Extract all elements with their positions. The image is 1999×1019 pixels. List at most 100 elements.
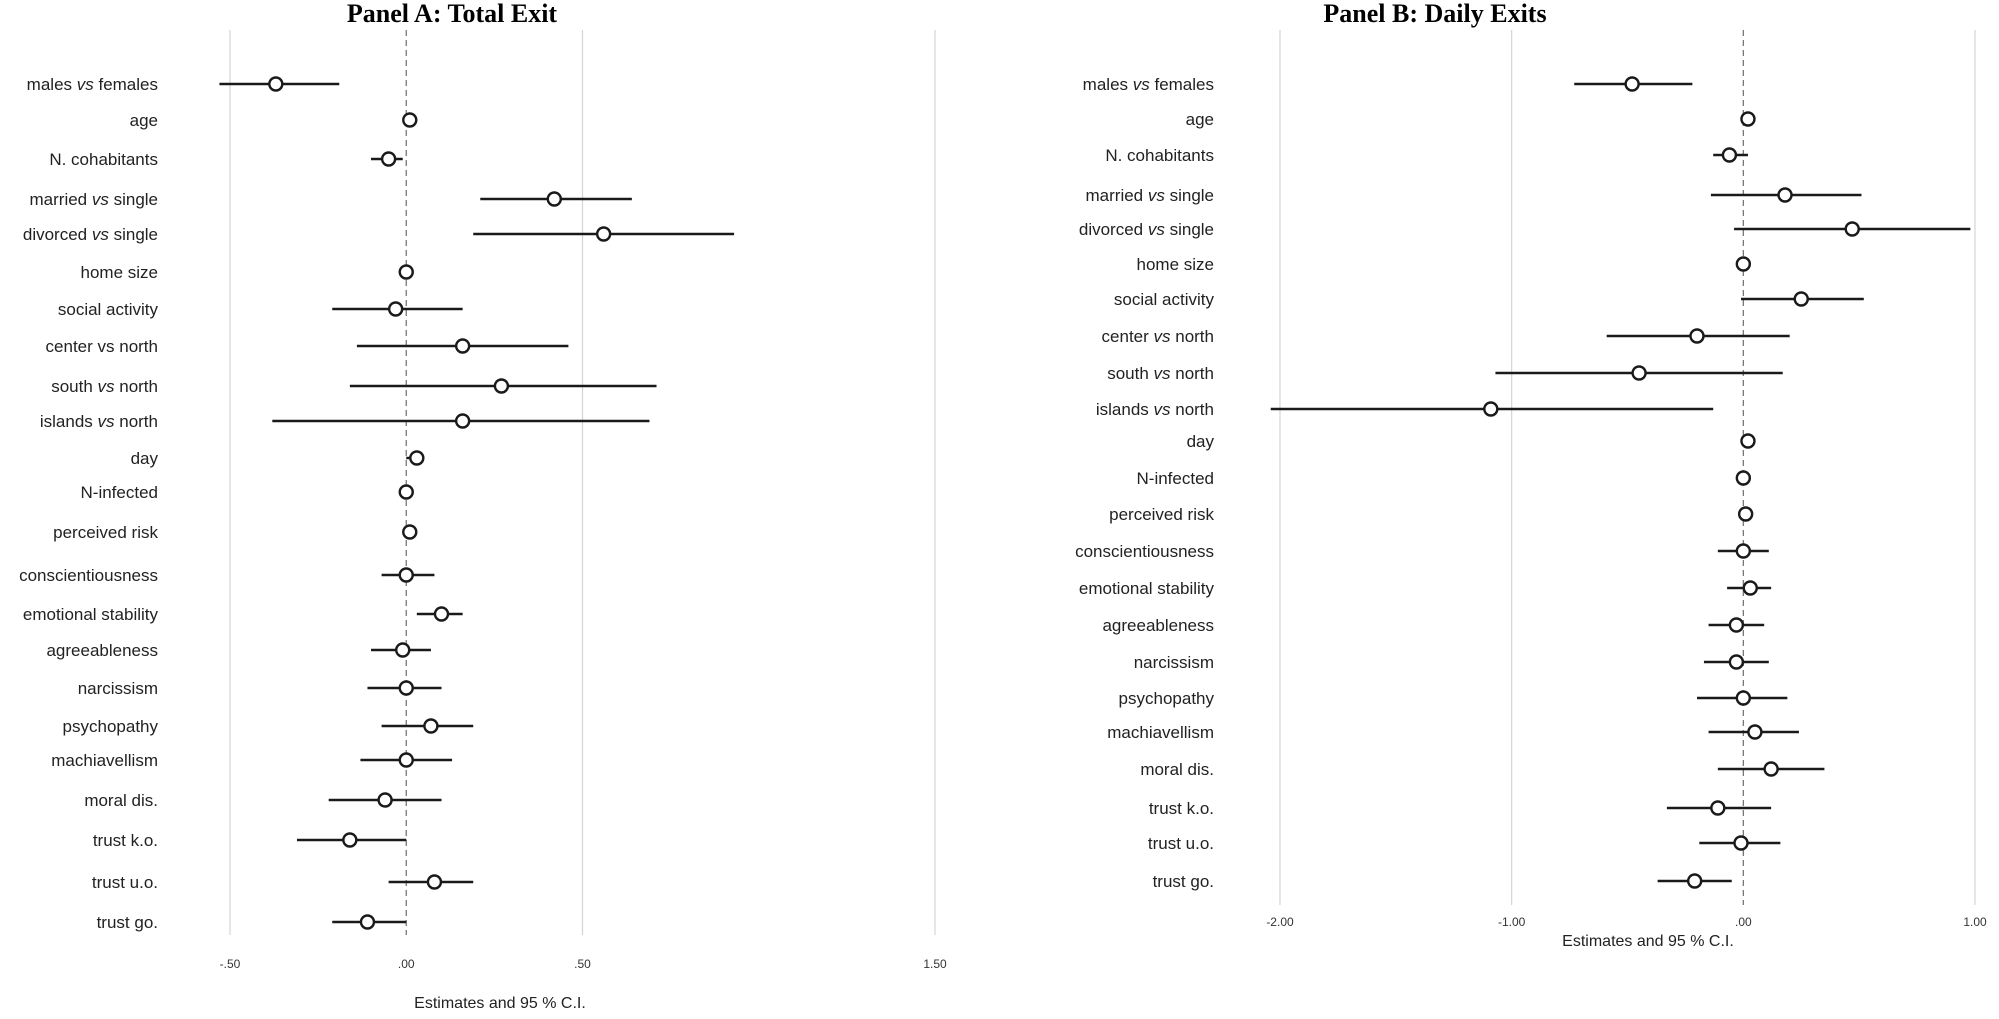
panel-b-estimate-point bbox=[1747, 724, 1763, 740]
panel-b-row-label: trust k.o. bbox=[1149, 799, 1214, 818]
panel-a-chart: Panel A: Total Exit Estimates and 95 % C… bbox=[19, 0, 947, 1012]
panel-a-estimate-point bbox=[377, 792, 393, 808]
panel-a-x-tick-label: .00 bbox=[398, 957, 415, 971]
panel-a-row-label: divorced vs single bbox=[23, 225, 158, 244]
panel-b-estimate-point bbox=[1728, 617, 1745, 633]
panel-b-estimate-point bbox=[1721, 147, 1738, 163]
panel-b-row-label: day bbox=[1187, 432, 1215, 451]
panel-b-estimate-point bbox=[1735, 470, 1752, 486]
panel-b-estimate-point bbox=[1740, 433, 1756, 449]
panel-a-estimate-point bbox=[454, 413, 471, 429]
panel-a-row-label: N. cohabitants bbox=[49, 150, 158, 169]
panel-b-estimate-point bbox=[1631, 365, 1647, 381]
panel-a-row-label: trust u.o. bbox=[92, 873, 158, 892]
panel-a-row-label: islands vs north bbox=[40, 412, 158, 431]
panel-b-estimate-point bbox=[1735, 690, 1752, 706]
panel-a-estimate-point bbox=[398, 264, 414, 280]
panel-b-estimate-point bbox=[1733, 835, 1749, 851]
panel-a-row-label: trust k.o. bbox=[93, 831, 158, 850]
panel-b-row-label: emotional stability bbox=[1079, 579, 1215, 598]
panel-a-x-tick-label: .50 bbox=[574, 957, 591, 971]
panel-a-estimate-point bbox=[398, 484, 414, 500]
panel-a-row-label: machiavellism bbox=[51, 751, 158, 770]
panel-a-estimate-point bbox=[387, 301, 404, 317]
panel-b-estimate-point bbox=[1793, 291, 1809, 307]
panel-a-row-label: home size bbox=[81, 263, 158, 282]
panel-a-row-label: N-infected bbox=[81, 483, 158, 502]
panel-b-x-tick-label: -1.00 bbox=[1498, 915, 1526, 929]
panel-a-row-label: psychopathy bbox=[63, 717, 159, 736]
panel-b-estimate-point bbox=[1624, 76, 1640, 92]
panel-b-estimate-point bbox=[1735, 543, 1752, 559]
panel-b-chart: Panel B: Daily Exits Estimates and 95 % … bbox=[1075, 0, 1987, 950]
panel-a-estimate-point bbox=[433, 606, 450, 622]
panel-a-row-label: narcissism bbox=[78, 679, 158, 698]
panel-b-row-label: males vs females bbox=[1083, 75, 1214, 94]
panel-b-estimate-point bbox=[1483, 401, 1499, 417]
panel-b-row-label: psychopathy bbox=[1119, 689, 1215, 708]
panel-b-estimate-point bbox=[1742, 580, 1758, 596]
panel-b-row-label: islands vs north bbox=[1096, 400, 1214, 419]
panel-a-row-label: moral dis. bbox=[84, 791, 158, 810]
panel-b-row-label: trust go. bbox=[1153, 872, 1214, 891]
panel-a-x-tick-label: -.50 bbox=[220, 957, 241, 971]
panel-b-estimate-point bbox=[1763, 761, 1779, 777]
panel-a-estimate-point bbox=[398, 752, 414, 768]
panel-a-row-label: perceived risk bbox=[53, 523, 158, 542]
panel-b-estimate-point bbox=[1844, 221, 1860, 237]
panel-a-estimate-point bbox=[546, 191, 562, 207]
panel-a-estimate-point bbox=[454, 338, 471, 354]
panel-a-estimate-point bbox=[402, 524, 418, 540]
panel-b-row-label: divorced vs single bbox=[1079, 220, 1214, 239]
panel-a-title: Panel A: Total Exit bbox=[347, 0, 558, 28]
panel-b-estimate-point bbox=[1728, 654, 1745, 670]
panel-a-estimate-point bbox=[268, 76, 284, 92]
panel-b-estimate-point bbox=[1710, 800, 1726, 816]
panel-a-row-label: males vs females bbox=[27, 75, 158, 94]
panel-a-estimate-point bbox=[409, 450, 425, 466]
panel-b-row-label: moral dis. bbox=[1140, 760, 1214, 779]
panel-b-x-tick-label: .00 bbox=[1735, 915, 1752, 929]
panel-b-row-label: agreeableness bbox=[1102, 616, 1214, 635]
panel-a-row-label: age bbox=[130, 111, 158, 130]
panel-a-estimate-point bbox=[426, 874, 443, 890]
panel-a-estimate-point bbox=[395, 642, 411, 658]
panel-a-estimate-point bbox=[398, 680, 414, 696]
panel-b-x-tick-label: -2.00 bbox=[1266, 915, 1294, 929]
panel-b-estimate-point bbox=[1689, 328, 1705, 344]
panel-a-estimate-point bbox=[342, 832, 358, 848]
panel-b-estimate-point bbox=[1777, 187, 1793, 203]
panel-a-estimate-point bbox=[359, 914, 376, 930]
panel-b-estimate-point bbox=[1740, 111, 1756, 127]
panel-a-row-label: center vs north bbox=[46, 337, 158, 356]
panel-a-x-axis-title: Estimates and 95 % C.I. bbox=[414, 995, 586, 1012]
panel-a-estimate-point bbox=[493, 378, 510, 394]
panel-b-row-label: age bbox=[1186, 110, 1214, 129]
panel-a-row-label: social activity bbox=[58, 300, 159, 319]
panel-a-row-label: day bbox=[131, 449, 159, 468]
panel-b-row-label: home size bbox=[1137, 255, 1214, 274]
panel-b-estimate-point bbox=[1686, 873, 1703, 889]
panel-b-x-tick-label: 1.00 bbox=[1963, 915, 1987, 929]
panel-a-row-label: trust go. bbox=[97, 913, 158, 932]
panel-a-estimate-point bbox=[402, 112, 418, 128]
panel-b-row-label: machiavellism bbox=[1107, 723, 1214, 742]
panel-b-x-axis-title: Estimates and 95 % C.I. bbox=[1562, 933, 1734, 950]
panel-b-row-label: N. cohabitants bbox=[1105, 146, 1214, 165]
panel-a-x-tick-label: 1.50 bbox=[923, 957, 947, 971]
panel-a-row-label: emotional stability bbox=[23, 605, 159, 624]
panel-a-row-label: married vs single bbox=[30, 190, 159, 209]
panel-a-row-label: south vs north bbox=[51, 377, 158, 396]
panel-a-estimate-point bbox=[380, 151, 397, 167]
panel-a-estimate-point bbox=[423, 718, 439, 734]
panel-b-row-label: center vs north bbox=[1102, 327, 1214, 346]
panel-b-title: Panel B: Daily Exits bbox=[1323, 0, 1546, 28]
panel-b-row-label: south vs north bbox=[1107, 364, 1214, 383]
panel-b-row-label: N-infected bbox=[1137, 469, 1214, 488]
panel-a-row-label: conscientiousness bbox=[19, 566, 158, 585]
panel-b-row-label: perceived risk bbox=[1109, 505, 1214, 524]
panel-b-row-label: married vs single bbox=[1086, 186, 1215, 205]
panel-b-row-label: social activity bbox=[1114, 290, 1215, 309]
panel-b-estimate-point bbox=[1737, 506, 1754, 522]
